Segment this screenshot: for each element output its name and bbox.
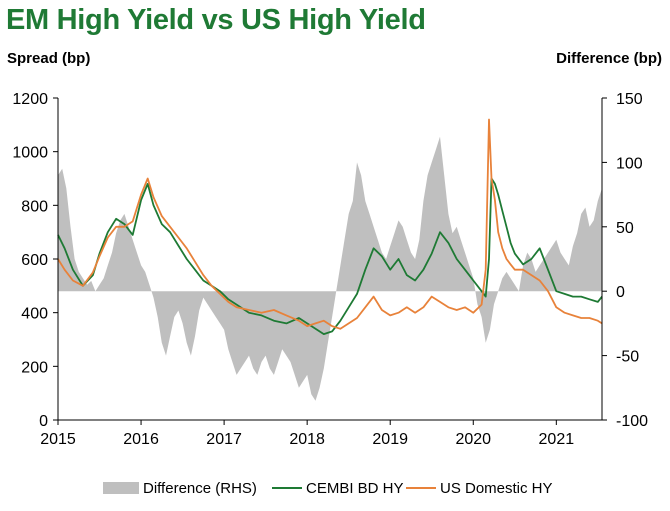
cembi-bd-hy-line xyxy=(57,177,603,336)
right-tick-label: 150 xyxy=(616,91,643,108)
legend-label: CEMBI BD HY xyxy=(306,480,404,497)
legend-swatch xyxy=(103,482,139,494)
left-tick-label: 400 xyxy=(21,306,48,323)
x-tick-label: 2015 xyxy=(40,431,76,448)
right-tick-label: 0 xyxy=(616,284,625,301)
legend-us-domestic-hy: US Domestic HY xyxy=(406,480,553,497)
left-tick-label: 800 xyxy=(21,198,48,215)
difference-area xyxy=(58,136,602,401)
right-tick-label: 100 xyxy=(616,155,643,172)
legend-label: Difference (RHS) xyxy=(143,480,257,497)
x-tick-label: 2019 xyxy=(372,431,408,448)
left-tick-label: 0 xyxy=(39,413,48,430)
chart-title: EM High Yield vs US High Yield xyxy=(6,4,426,36)
difference-area-layer xyxy=(58,136,602,401)
right-axis-title: Difference (bp) xyxy=(556,50,662,67)
right-tick-label: -100 xyxy=(616,413,648,430)
left-tick-label: 1000 xyxy=(12,145,48,162)
axes-layer: 0 200 400 600 800 1000 1200 -100 -50 0 50 100 150 201… xyxy=(12,91,648,448)
x-tick-label: 2016 xyxy=(123,431,159,448)
legend-cembi-bd-hy: CEMBI BD HY xyxy=(272,480,404,497)
left-axis-title: Spread (bp) xyxy=(7,50,91,67)
x-tick-label: 2018 xyxy=(289,431,325,448)
legend-difference: Difference (RHS) xyxy=(103,480,257,497)
us-domestic-hy-line xyxy=(57,118,603,330)
legend: Difference (RHS) CEMBI BD HY US Domestic H… xyxy=(103,480,553,497)
x-tick-label: 2017 xyxy=(206,431,242,448)
right-tick-label: -50 xyxy=(616,349,639,366)
right-tick-label: 50 xyxy=(616,220,634,237)
left-tick-label: 200 xyxy=(21,359,48,376)
x-tick-label: 2021 xyxy=(539,431,575,448)
left-tick-label: 600 xyxy=(21,252,48,269)
line-series-layer xyxy=(57,118,603,336)
legend-label: US Domestic HY xyxy=(440,480,553,497)
left-tick-label: 1200 xyxy=(12,91,48,108)
x-tick-label: 2020 xyxy=(455,431,491,448)
